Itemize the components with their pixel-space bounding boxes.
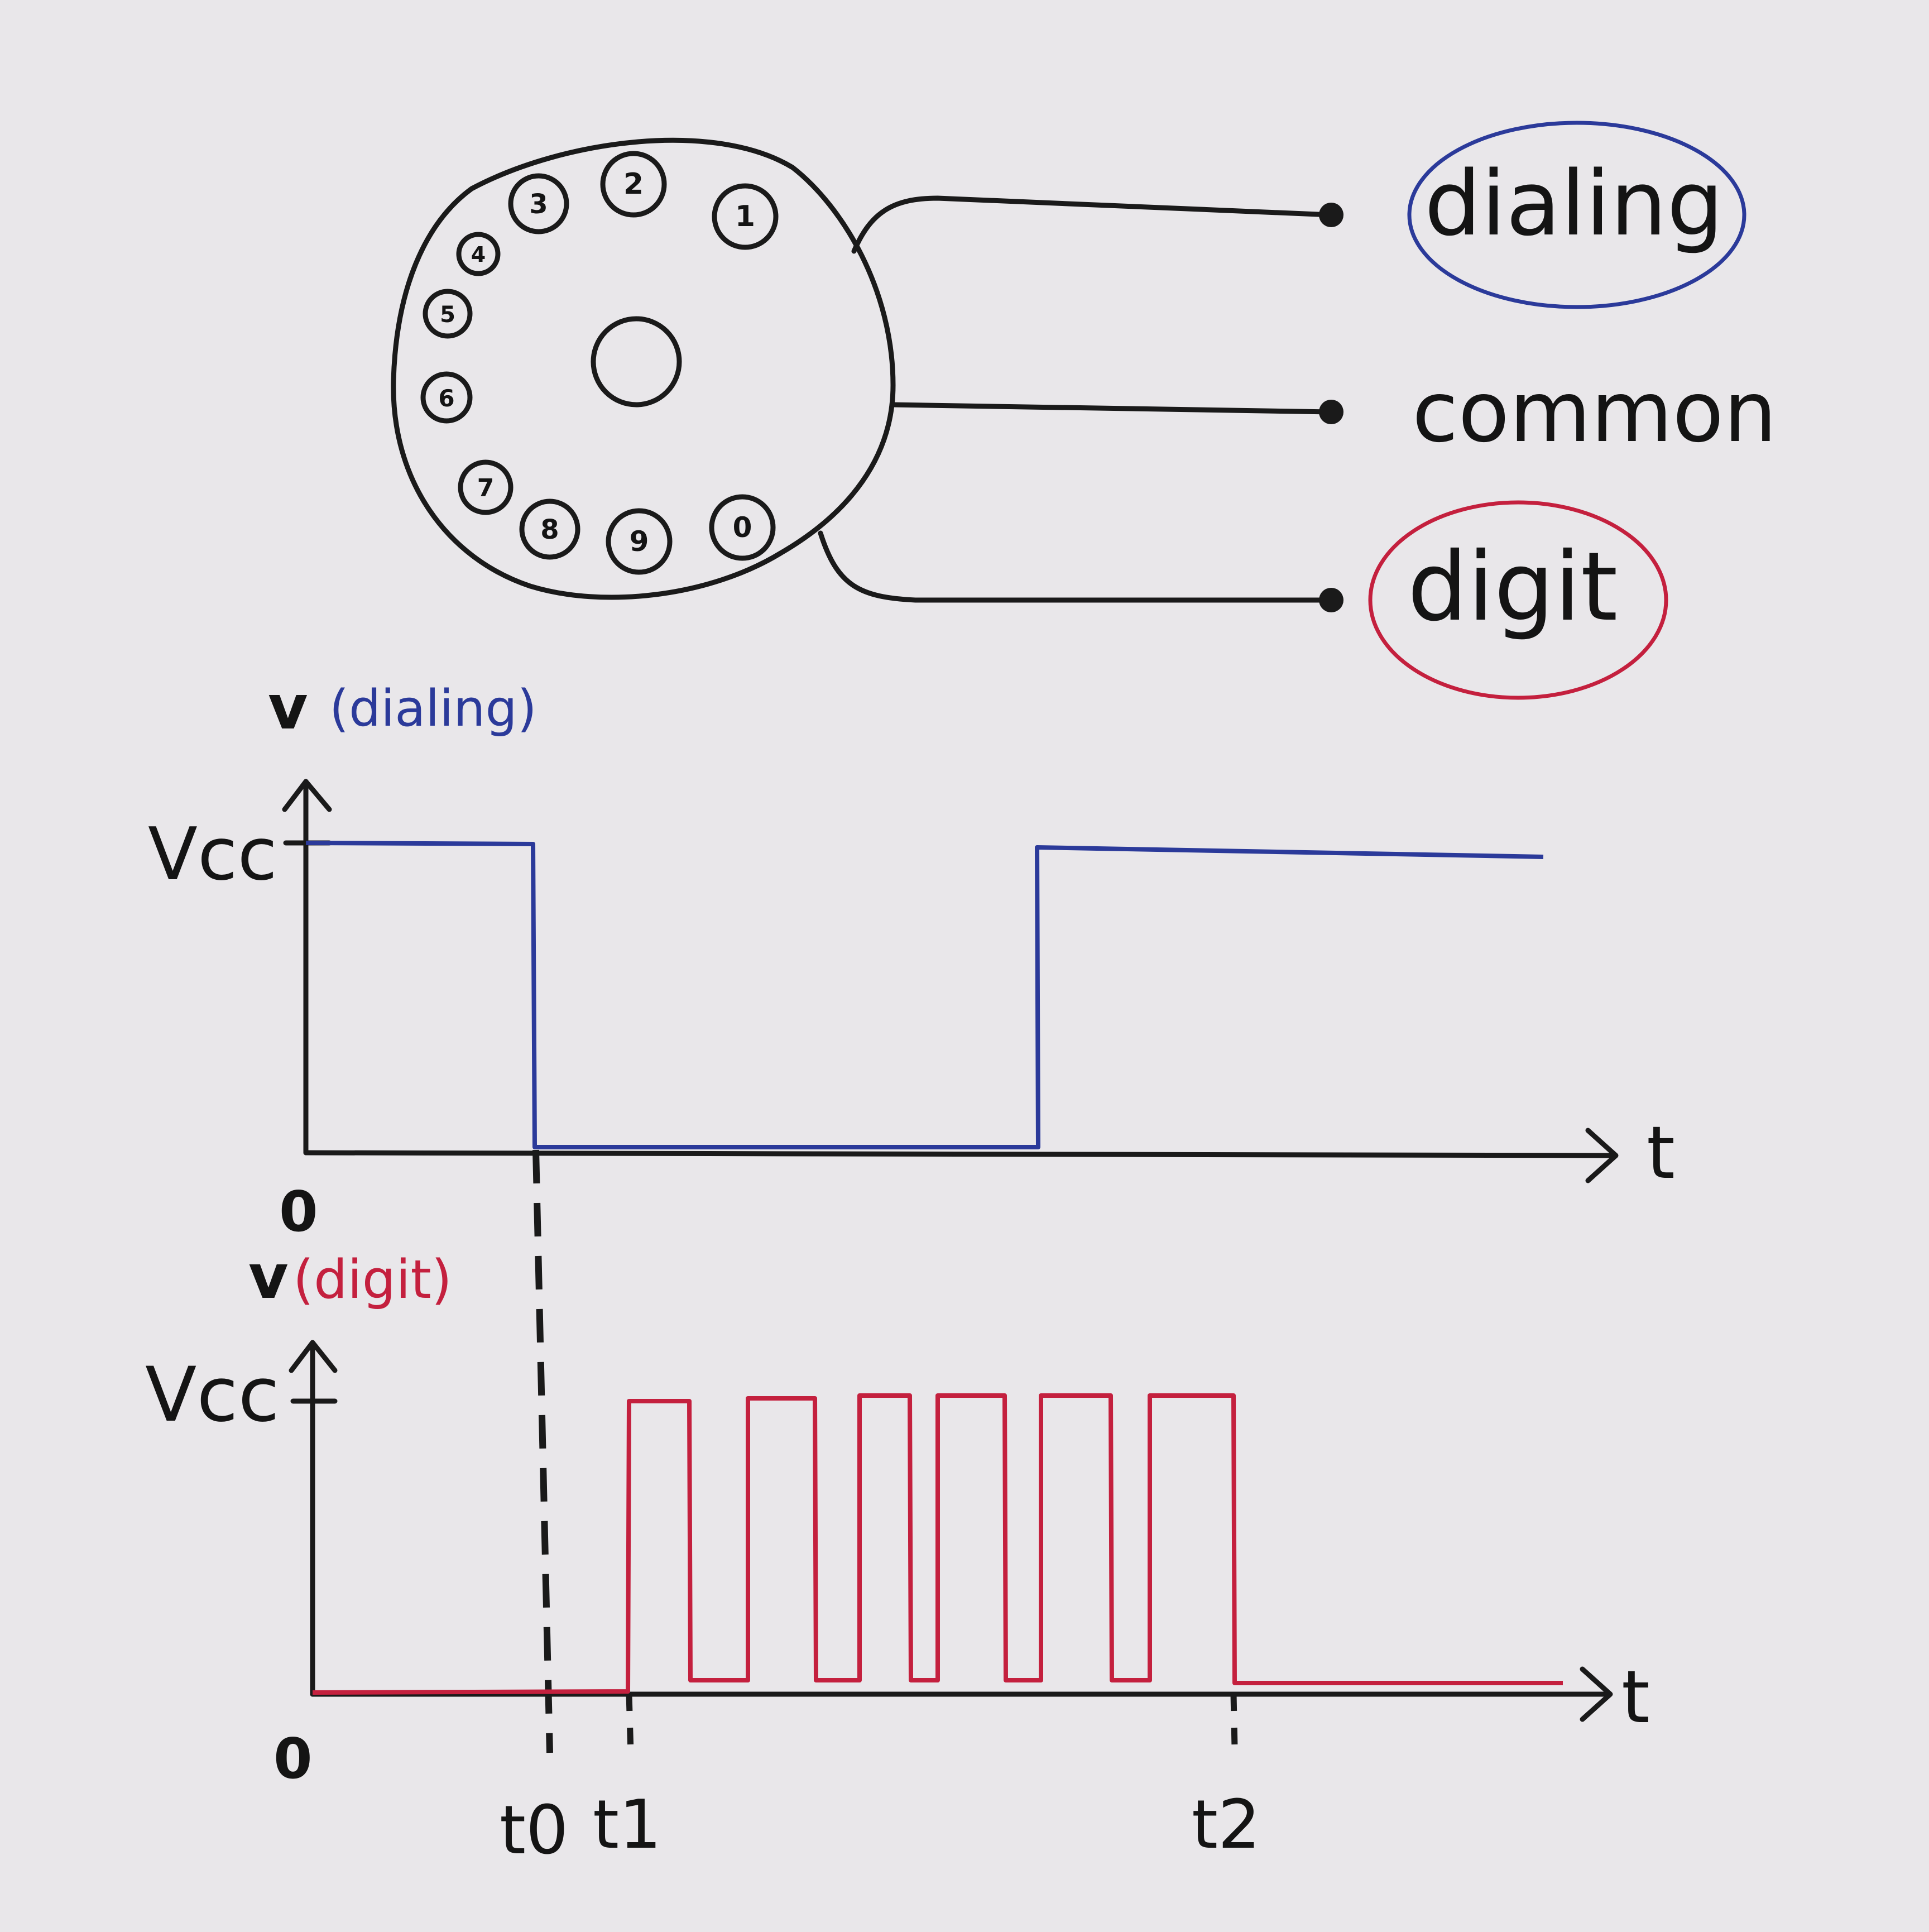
graph-dialing: v (dialing) Vcc t 0 [148,672,1675,1244]
dial-center-hub [591,316,682,408]
finger-hole-label: 3 [529,189,548,220]
graph-dialing-paren-label: (dialing) [329,679,537,738]
t0-dashed-marker [532,1149,553,1753]
finger-hole-3: 3 [508,173,569,234]
digit-label-outline [1368,500,1668,700]
t2-label: t2 [1192,1786,1260,1864]
finger-hole-9: 9 [606,508,673,575]
wire-dialing [851,195,1334,254]
finger-hole-label: 9 [630,525,649,558]
dial-outline [391,137,896,600]
finger-hole-6: 6 [420,371,473,424]
graph-dialing-v-label: v [268,672,308,743]
finger-hole-label: 1 [735,200,755,233]
finger-hole-label: 2 [623,167,644,201]
graph-digit-v-label: v [248,1241,289,1312]
finger-hole-7: 7 [458,459,514,515]
finger-hole-0: 0 [709,494,776,561]
t1-label: t1 [593,1786,661,1864]
finger-hole-label: 8 [540,514,559,545]
graph-dialing-t-label: t [1647,1110,1675,1195]
finger-hole-label: 0 [733,511,752,544]
wire-common [890,402,1334,415]
terminal-dot-digit [1319,588,1343,612]
t1-dashed-marker [626,1694,634,1753]
graph-digit-origin-label: 0 [273,1726,313,1791]
finger-hole-label: 7 [477,474,495,502]
graph-dialing-x-axis [303,1150,1616,1158]
t0-label: t0 [500,1792,568,1869]
finger-hole-label: 4 [471,242,486,267]
finger-hole-5: 5 [423,289,473,339]
graph-digit-x-arrow [1580,1666,1613,1722]
digit-signal-trace [312,1393,1563,1695]
t2-dashed-marker [1230,1694,1238,1748]
dialing-signal-trace [305,841,1544,1149]
terminal-dot-common [1319,400,1343,424]
terminal-dot-dialing [1319,203,1343,227]
digit-label: digit [1408,532,1618,643]
finger-hole-4: 4 [456,232,501,276]
terminal-wires [818,195,1343,612]
graph-dialing-x-arrow [1585,1128,1619,1183]
graph-dialing-origin-label: 0 [279,1179,318,1244]
time-mark-labels: t0 t1 t2 [500,1786,1260,1869]
terminal-labels: dialing common digit [1368,121,1777,700]
graph-digit-vcc-label: Vcc [145,1351,280,1439]
dialing-label: dialing [1424,151,1724,256]
graph-digit-y-arrow [289,1340,338,1373]
dialing-label-outline [1407,121,1746,309]
finger-hole-label: 6 [438,385,454,412]
finger-hole-8: 8 [519,498,580,560]
finger-hole-label: 5 [440,302,455,328]
common-label: common [1412,364,1777,461]
finger-hole-2: 2 [600,151,667,218]
graph-digit-paren-label: (digit) [293,1249,452,1311]
graph-digit: v (digit) Vcc t 0 [145,1241,1650,1791]
rotary-dial: 1 2 3 4 5 6 7 8 [391,137,896,600]
graph-dialing-y-arrow [282,779,332,812]
graph-digit-t-label: t [1621,1655,1650,1739]
finger-hole-1: 1 [712,183,779,250]
wire-digit [818,530,1334,603]
graph-dialing-vcc-label: Vcc [148,812,277,897]
